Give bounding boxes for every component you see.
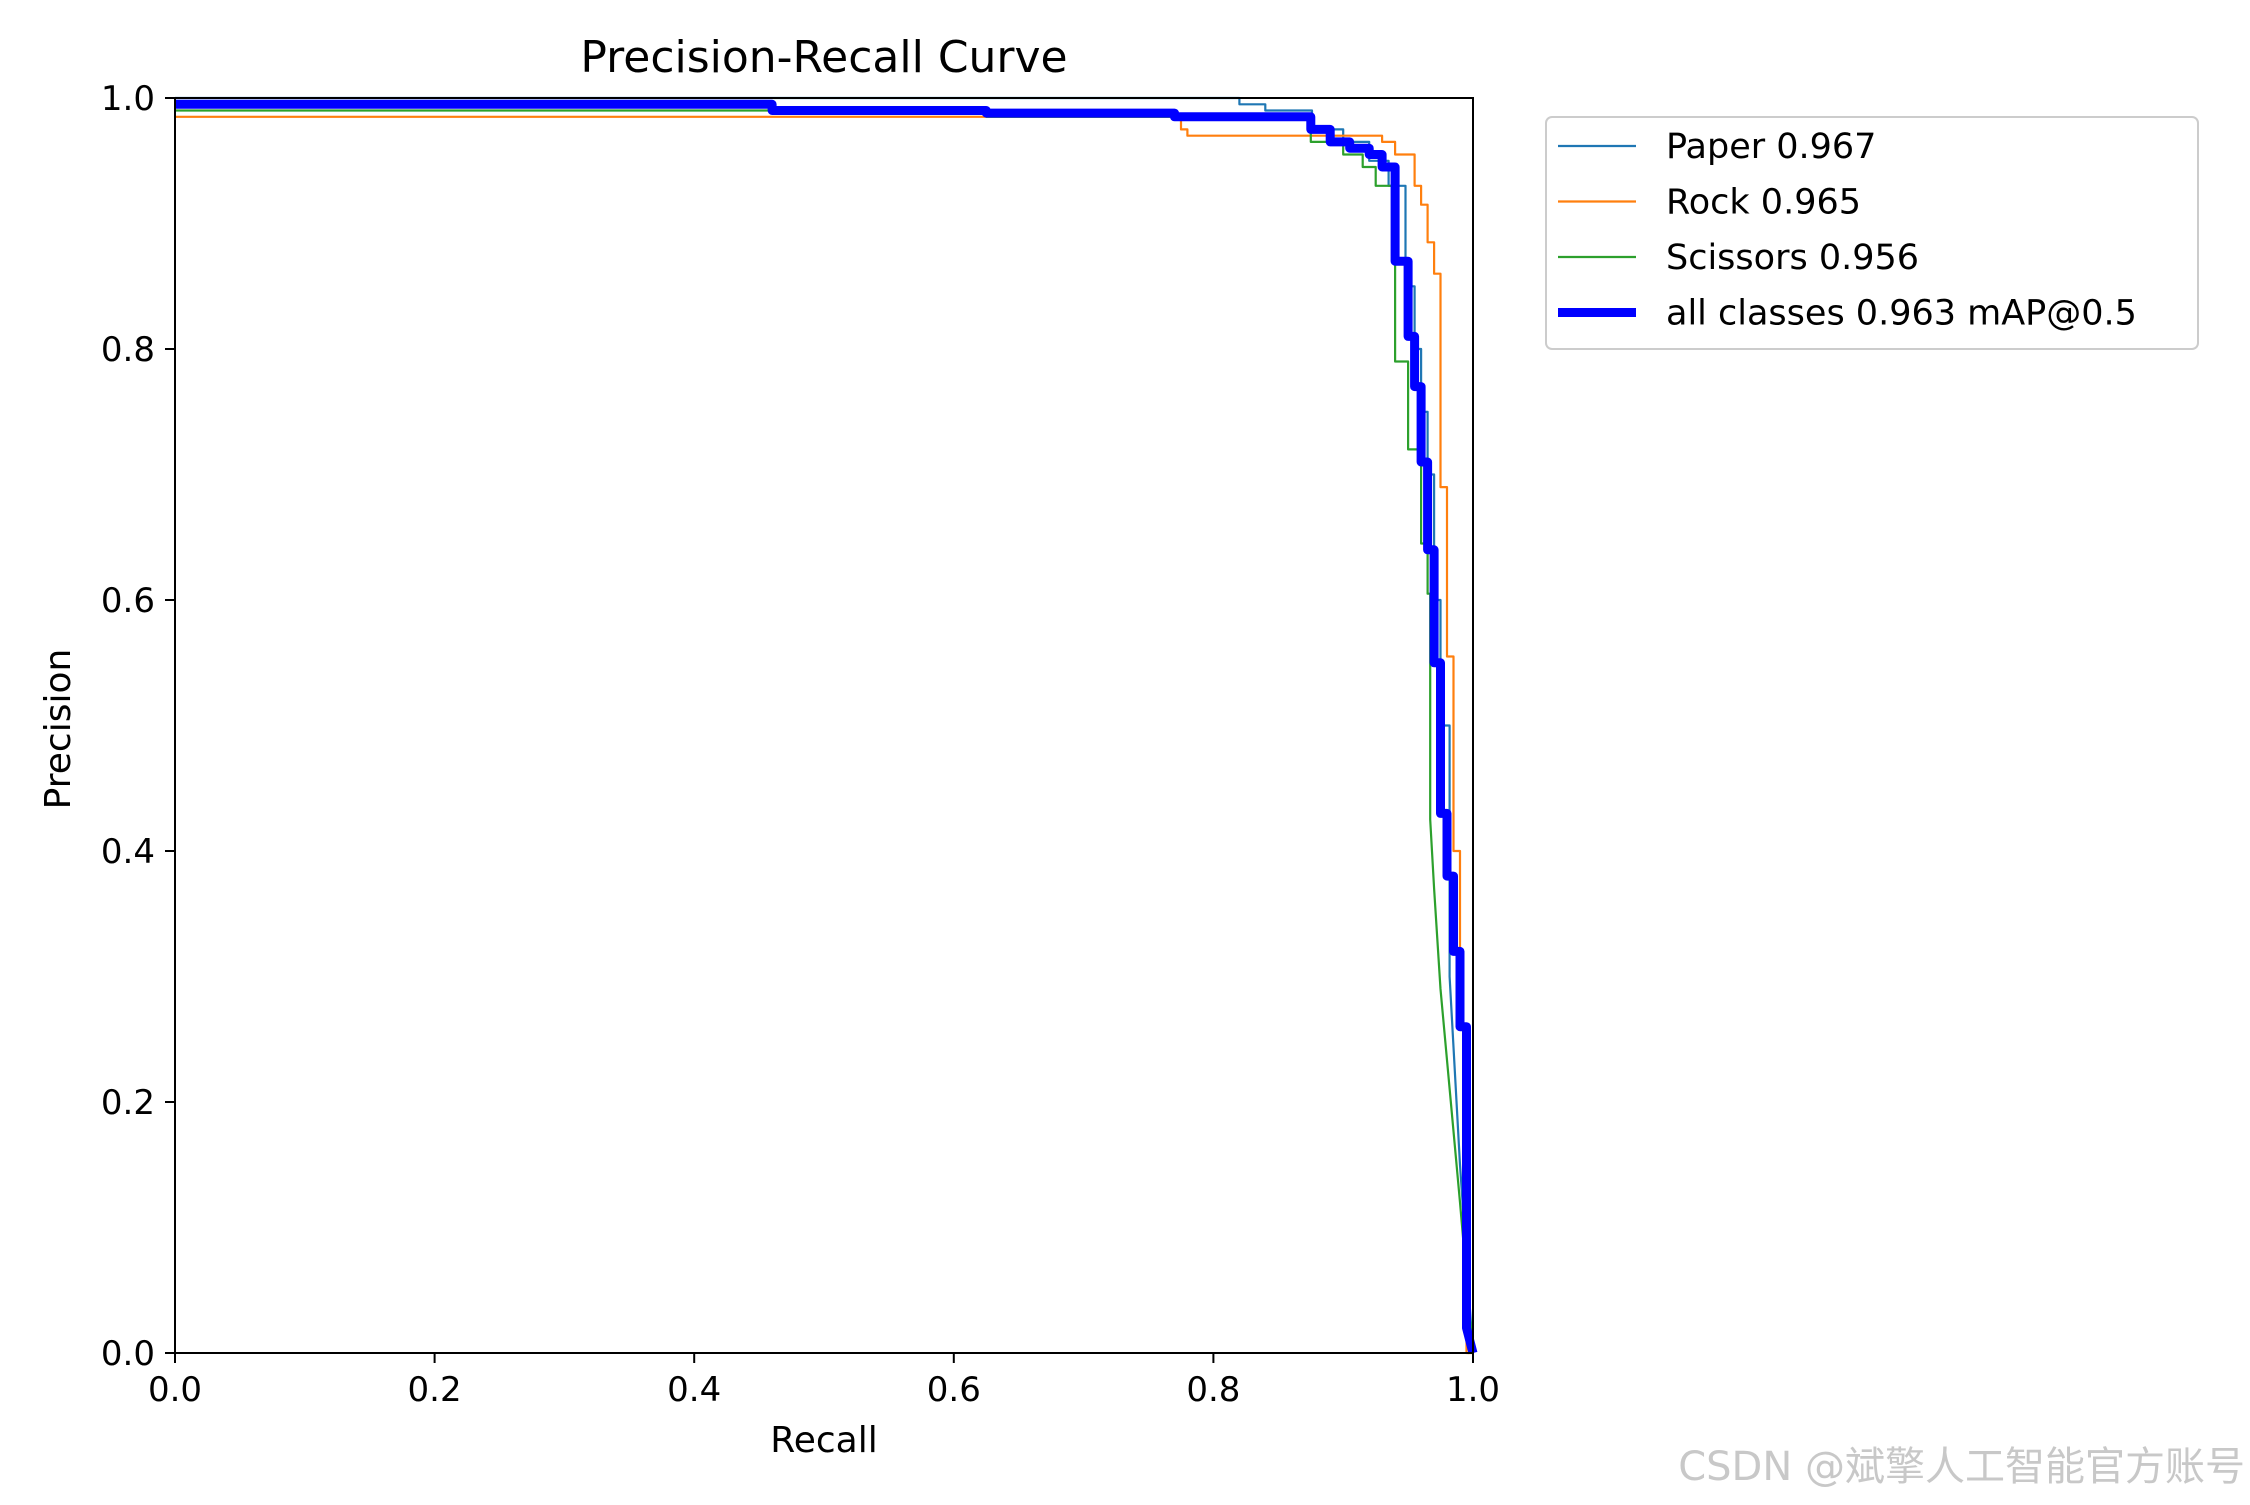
y-axis-label: Precision bbox=[38, 649, 79, 810]
legend-label-0: Paper 0.967 bbox=[1666, 127, 1876, 167]
axes-ticks-group: 0.0 0.2 0.4 0.6 0.8 1.0 0.0 0.2 0.4 0.6 0.8 1.0 bbox=[101, 79, 1500, 1410]
legend-label-1: Rock 0.965 bbox=[1666, 183, 1861, 223]
legend: Paper 0.967 Rock 0.965 Scissors 0.956 all c… bbox=[1545, 116, 2199, 350]
legend-items: Paper 0.967 Rock 0.965 Scissors 0.956 all c… bbox=[1558, 127, 2137, 334]
watermark-text: CSDN @斌擎人工智能官方账号 bbox=[1678, 1444, 2245, 1490]
legend-label-3: all classes 0.963 mAP@0.5 bbox=[1666, 294, 2137, 334]
y-tick-label: 0.4 bbox=[101, 832, 155, 872]
x-axis-label: Recall bbox=[770, 1420, 877, 1461]
legend-box bbox=[1545, 116, 2199, 350]
series-line-2 bbox=[175, 109, 1475, 1354]
x-tick-label: 1.0 bbox=[1446, 1370, 1500, 1410]
series-line-3 bbox=[175, 99, 1478, 1355]
x-tick-label: 0.4 bbox=[667, 1370, 721, 1410]
plot-series-group bbox=[175, 96, 1478, 1355]
plot-frame bbox=[174, 97, 1474, 1354]
y-tick-label: 1.0 bbox=[101, 79, 155, 119]
x-tick-label: 0.2 bbox=[408, 1370, 462, 1410]
series-line-1 bbox=[175, 115, 1473, 1355]
y-tick-label: 0.6 bbox=[101, 581, 155, 621]
y-tick-label: 0.2 bbox=[101, 1083, 155, 1123]
y-tick-label: 0.0 bbox=[101, 1334, 155, 1374]
x-tick-label: 0.8 bbox=[1186, 1370, 1240, 1410]
y-tick-label: 0.8 bbox=[101, 330, 155, 370]
x-tick-label: 0.6 bbox=[927, 1370, 981, 1410]
legend-label-2: Scissors 0.956 bbox=[1666, 238, 1919, 278]
chart-title: Precision-Recall Curve bbox=[580, 32, 1067, 83]
x-tick-label: 0.0 bbox=[148, 1370, 202, 1410]
